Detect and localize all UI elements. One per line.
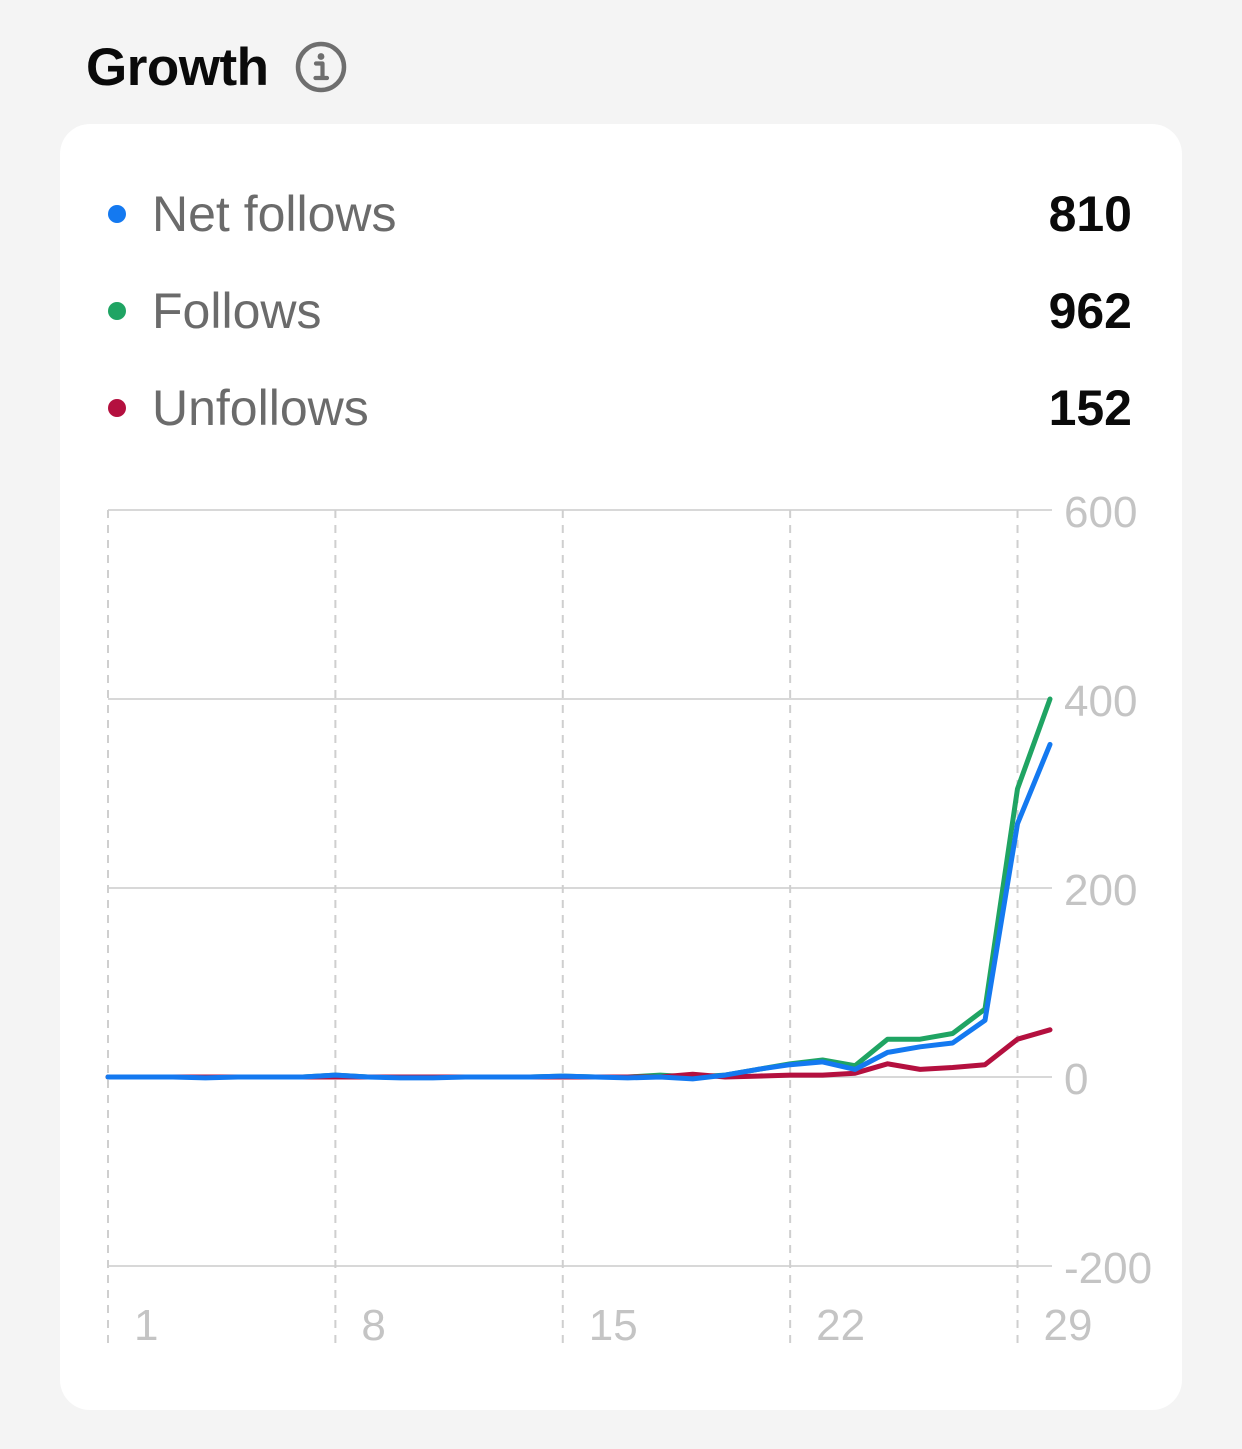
unfollows-dot-icon bbox=[108, 399, 126, 417]
section-title: Growth bbox=[86, 37, 269, 97]
info-icon[interactable] bbox=[294, 40, 348, 94]
series-line-net-follows bbox=[105, 741, 1053, 1082]
section-header: Growth bbox=[86, 32, 348, 102]
y-tick-label: 200 bbox=[1064, 866, 1137, 915]
growth-card: Net follows 810 Follows 962 Unfollows 15… bbox=[60, 124, 1182, 1410]
x-tick-label: 22 bbox=[816, 1301, 865, 1350]
y-tick-label: 400 bbox=[1064, 677, 1137, 726]
legend-value: 152 bbox=[1048, 380, 1132, 436]
legend-label: Unfollows bbox=[152, 380, 369, 436]
y-tick-label: 0 bbox=[1064, 1055, 1088, 1104]
legend-row-follows: Follows 962 bbox=[60, 281, 1182, 341]
legend-value: 810 bbox=[1048, 186, 1132, 242]
legend-value: 962 bbox=[1048, 283, 1132, 339]
y-tick-label: -200 bbox=[1064, 1244, 1152, 1293]
net-follows-dot-icon bbox=[108, 205, 126, 223]
legend-row-unfollows: Unfollows 152 bbox=[60, 378, 1182, 438]
x-tick-label: 1 bbox=[134, 1301, 158, 1350]
y-tick-label: 600 bbox=[1064, 488, 1137, 537]
follows-dot-icon bbox=[108, 302, 126, 320]
legend-label: Follows bbox=[152, 283, 322, 339]
x-tick-label: 8 bbox=[361, 1301, 385, 1350]
legend-row-net-follows: Net follows 810 bbox=[60, 184, 1182, 244]
x-tick-label: 15 bbox=[589, 1301, 638, 1350]
growth-chart: 600 400 200 0 -200 1 8 15 22 29 bbox=[105, 488, 1152, 1350]
legend-label: Net follows bbox=[152, 186, 397, 242]
x-tick-label: 29 bbox=[1044, 1301, 1093, 1350]
